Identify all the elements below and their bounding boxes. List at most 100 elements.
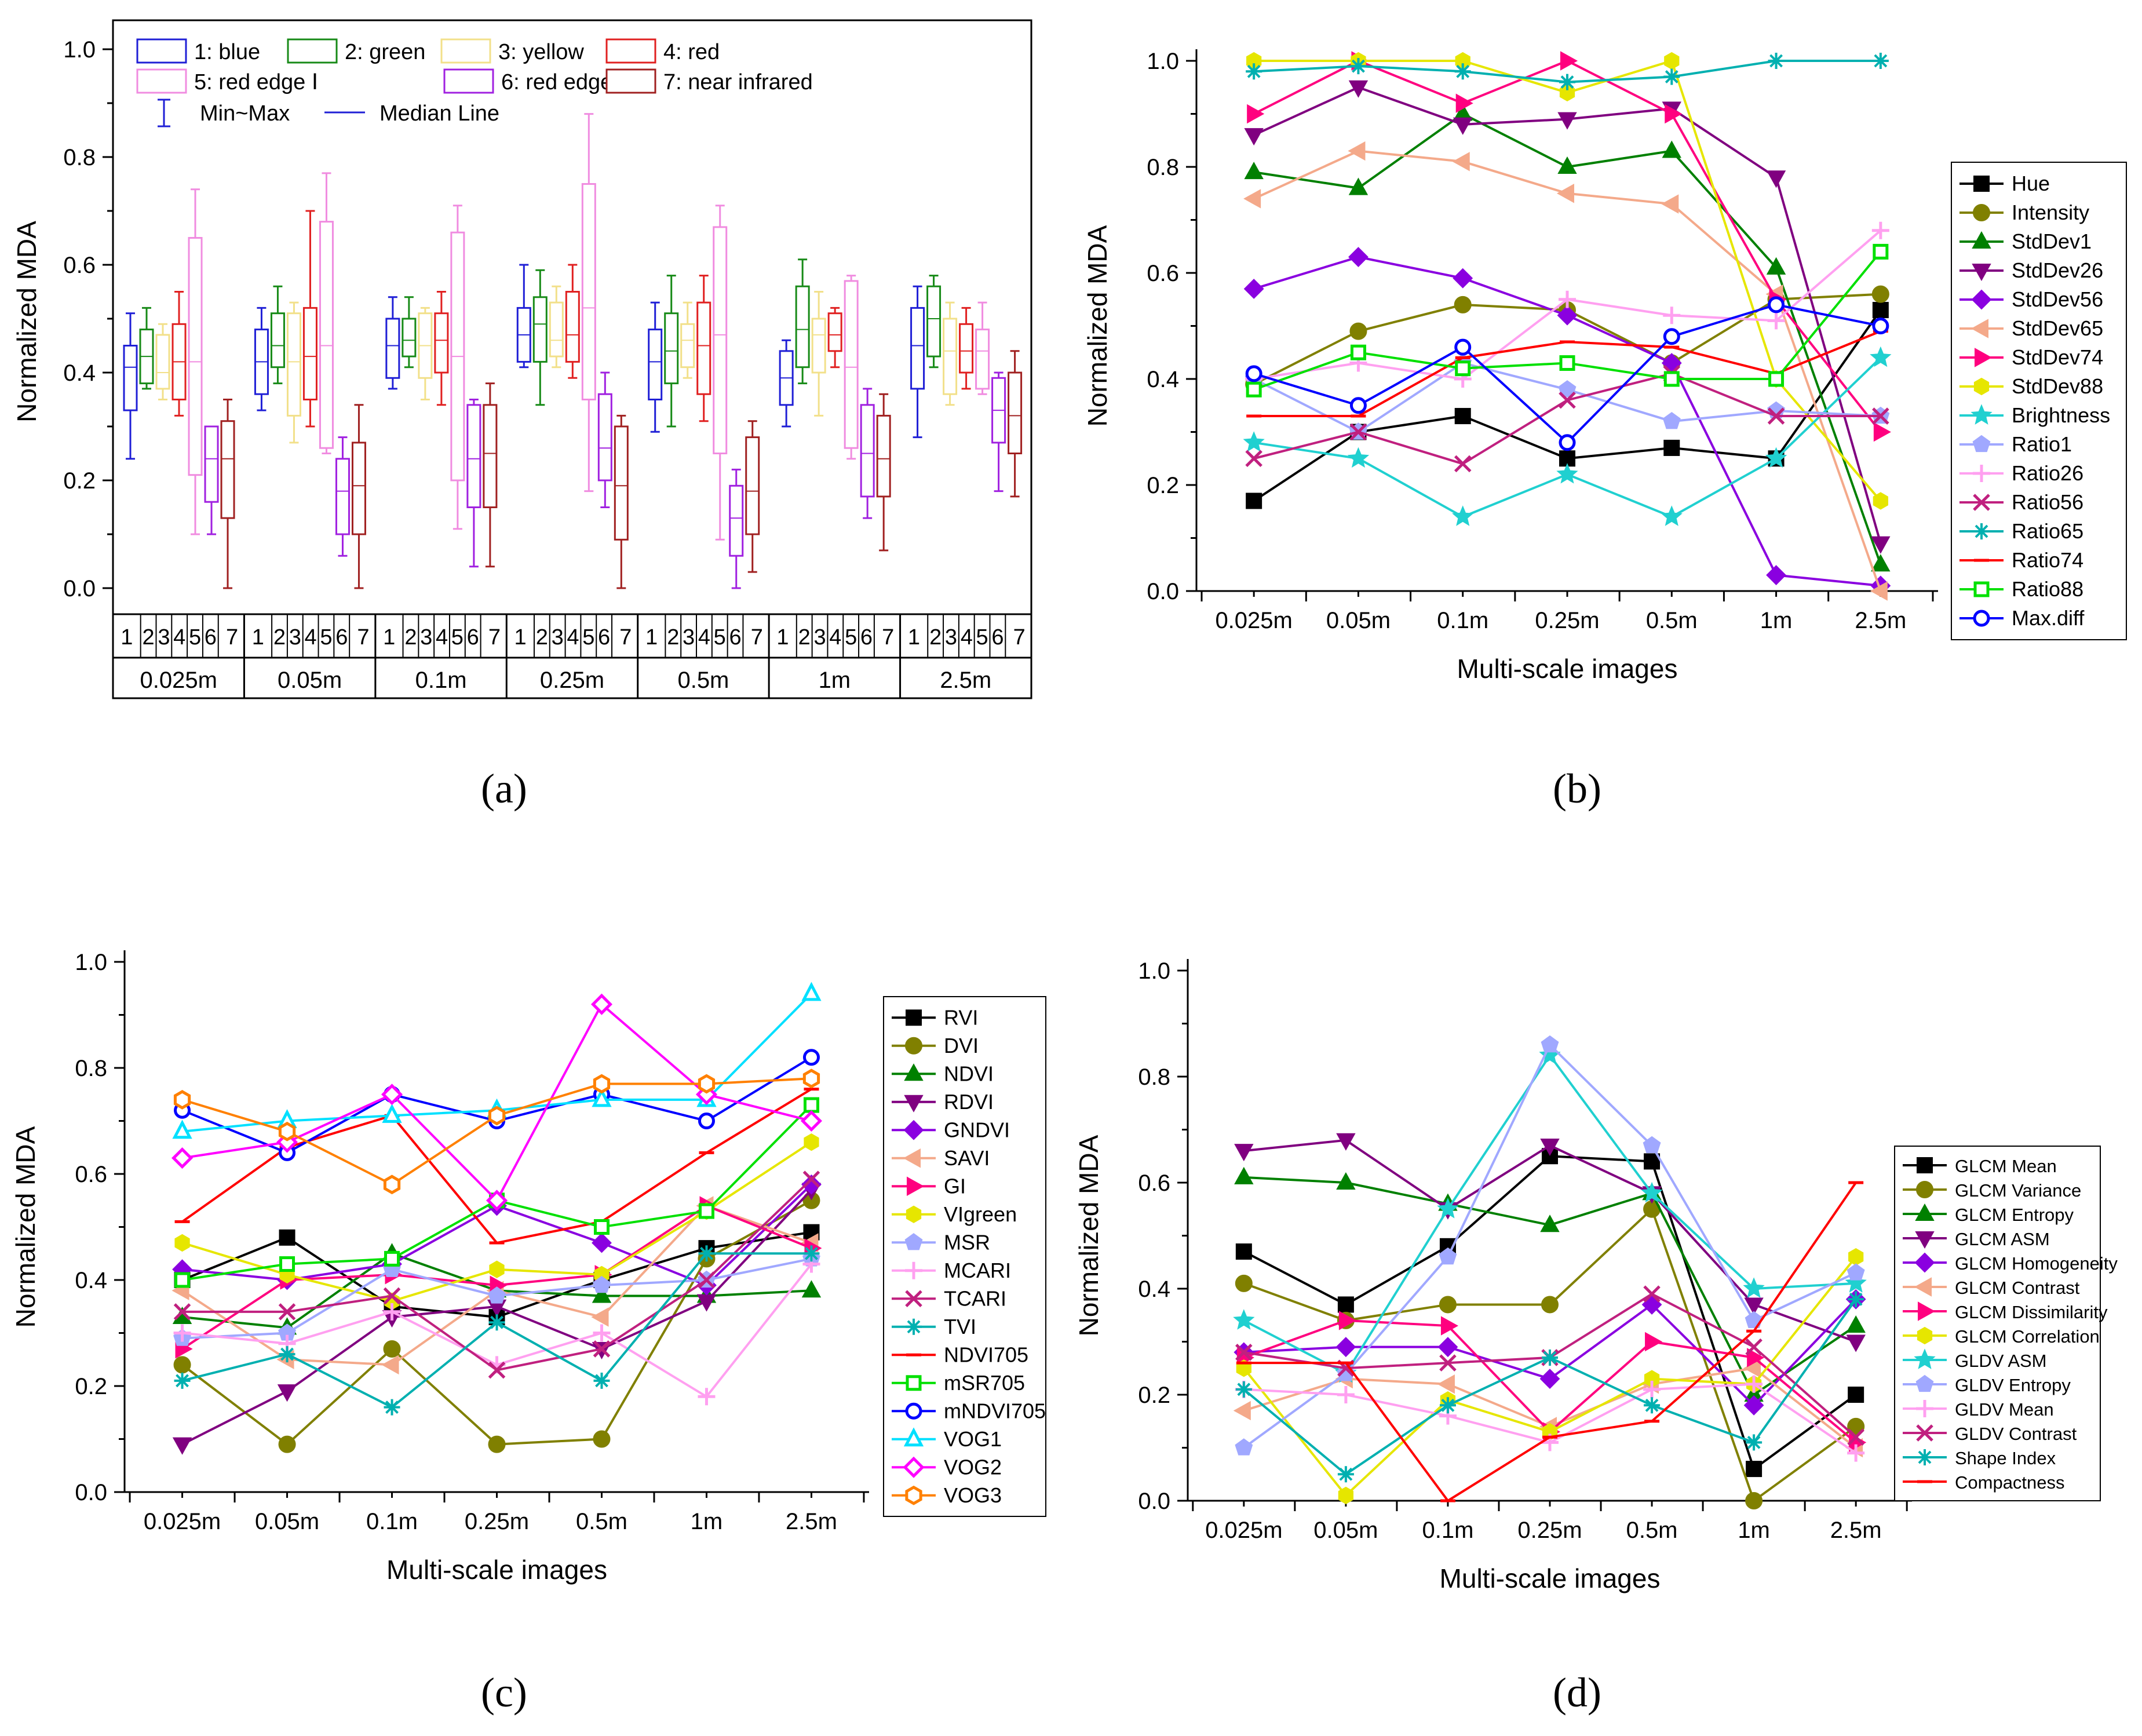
series-Ratio65 [1246,53,1889,90]
x-tick-label: 0.05m [1326,608,1391,633]
legend-label: NDVI705 [944,1343,1028,1366]
data-point [173,1324,191,1342]
data-point [1244,162,1264,180]
category-label: 0.5m [677,668,729,693]
box [270,312,285,369]
legend-marker [1972,435,1991,453]
data-point [278,1121,296,1141]
band-label: 4 [698,625,710,650]
series-Shape Index [1235,1291,1864,1483]
x-tick-label: 0.05m [255,1509,319,1534]
data-point [381,1084,403,1106]
legend-marker [1916,1400,1933,1417]
legend-box [883,996,1046,1517]
table-frame [112,613,1032,699]
category-label: 0.25m [540,668,604,693]
legend-marker [906,1318,922,1335]
legend-marker [1972,264,1991,282]
box [745,436,760,535]
data-point [174,1272,191,1288]
data-point [1643,1285,1661,1303]
data-point [591,1307,609,1327]
band-label: 5 [845,625,857,650]
legend-label: Max.diff [2012,606,2085,630]
legend-label: 4: red [663,40,720,64]
data-point [1337,1466,1354,1483]
legend-label: 1: blue [194,40,260,64]
data-point [1338,1486,1354,1505]
band-label: 5 [320,625,332,650]
box [565,291,580,363]
y-axis-label: Normalized MDA [1074,1135,1104,1336]
series-Max.diff [1245,296,1889,451]
data-point [1873,492,1888,510]
legend-marker [1973,176,1990,192]
data-point [592,1232,612,1253]
category-label: 0.1m [415,668,467,693]
data-point [1665,104,1683,124]
data-point [173,1356,191,1374]
y-tick-label: 0.4 [63,360,96,386]
box [943,318,958,395]
legend-marker [1973,494,1990,511]
data-point [1335,1337,1356,1358]
data-point [1234,1166,1254,1184]
data-point [1745,1311,1763,1329]
data-point [1847,1417,1865,1435]
data-point [803,1097,819,1113]
data-point [593,1275,611,1293]
data-point [1247,104,1265,124]
legend-marker [905,1485,922,1505]
data-point [1452,505,1474,526]
data-point [593,1324,611,1342]
data-point [1235,1344,1253,1361]
data-point [383,1175,401,1195]
data-point [1455,360,1471,377]
y-tick-label: 0.2 [1147,473,1179,498]
x-tick-label: 0.25m [1535,608,1599,633]
data-point [1746,1434,1763,1451]
data-point [698,1271,716,1289]
data-point [1439,1397,1456,1414]
data-point [1348,141,1366,161]
band-label: 2 [667,625,679,650]
box [844,280,859,449]
data-point [593,1340,611,1358]
band-label: 2 [143,625,155,650]
box [466,404,481,508]
legend-swatch [443,68,494,94]
caption-a: (a) [481,765,527,812]
group-0.025m [123,188,235,589]
legend-swatch [605,38,656,64]
x-tick-label: 1m [1760,608,1793,633]
data-point [1541,1035,1559,1053]
band-label: 2 [536,625,548,650]
data-point [1347,447,1370,468]
data-point [1766,565,1786,585]
y-tick-label: 0.0 [75,1480,107,1505]
legend-marker [906,1205,922,1223]
box [302,307,318,401]
data-point [1641,1181,1663,1203]
data-point [1871,554,1891,572]
band-label: 7 [357,625,369,650]
legend-label: GLCM Mean [1955,1156,2057,1176]
data-point [698,1388,716,1406]
series-GLDV Mean [1235,1375,1865,1462]
legend-label: GLDV ASM [1955,1351,2047,1371]
data-point [1663,371,1680,387]
data-point [1767,312,1785,330]
legend-label: GI [944,1174,966,1198]
band-label: 5 [189,625,201,650]
legend-label: DVI [944,1034,979,1057]
data-point [1872,53,1889,69]
legend-marker [1971,289,1992,310]
x-axis-label: Multi-scale images [386,1555,607,1585]
series-Brightness [1243,346,1892,526]
data-point [1848,1248,1864,1266]
legend-marker [903,1148,921,1168]
data-point [1452,152,1470,172]
data-point [803,1245,820,1262]
category-label: 1m [819,668,851,693]
series-Ratio74 [1246,330,1888,418]
